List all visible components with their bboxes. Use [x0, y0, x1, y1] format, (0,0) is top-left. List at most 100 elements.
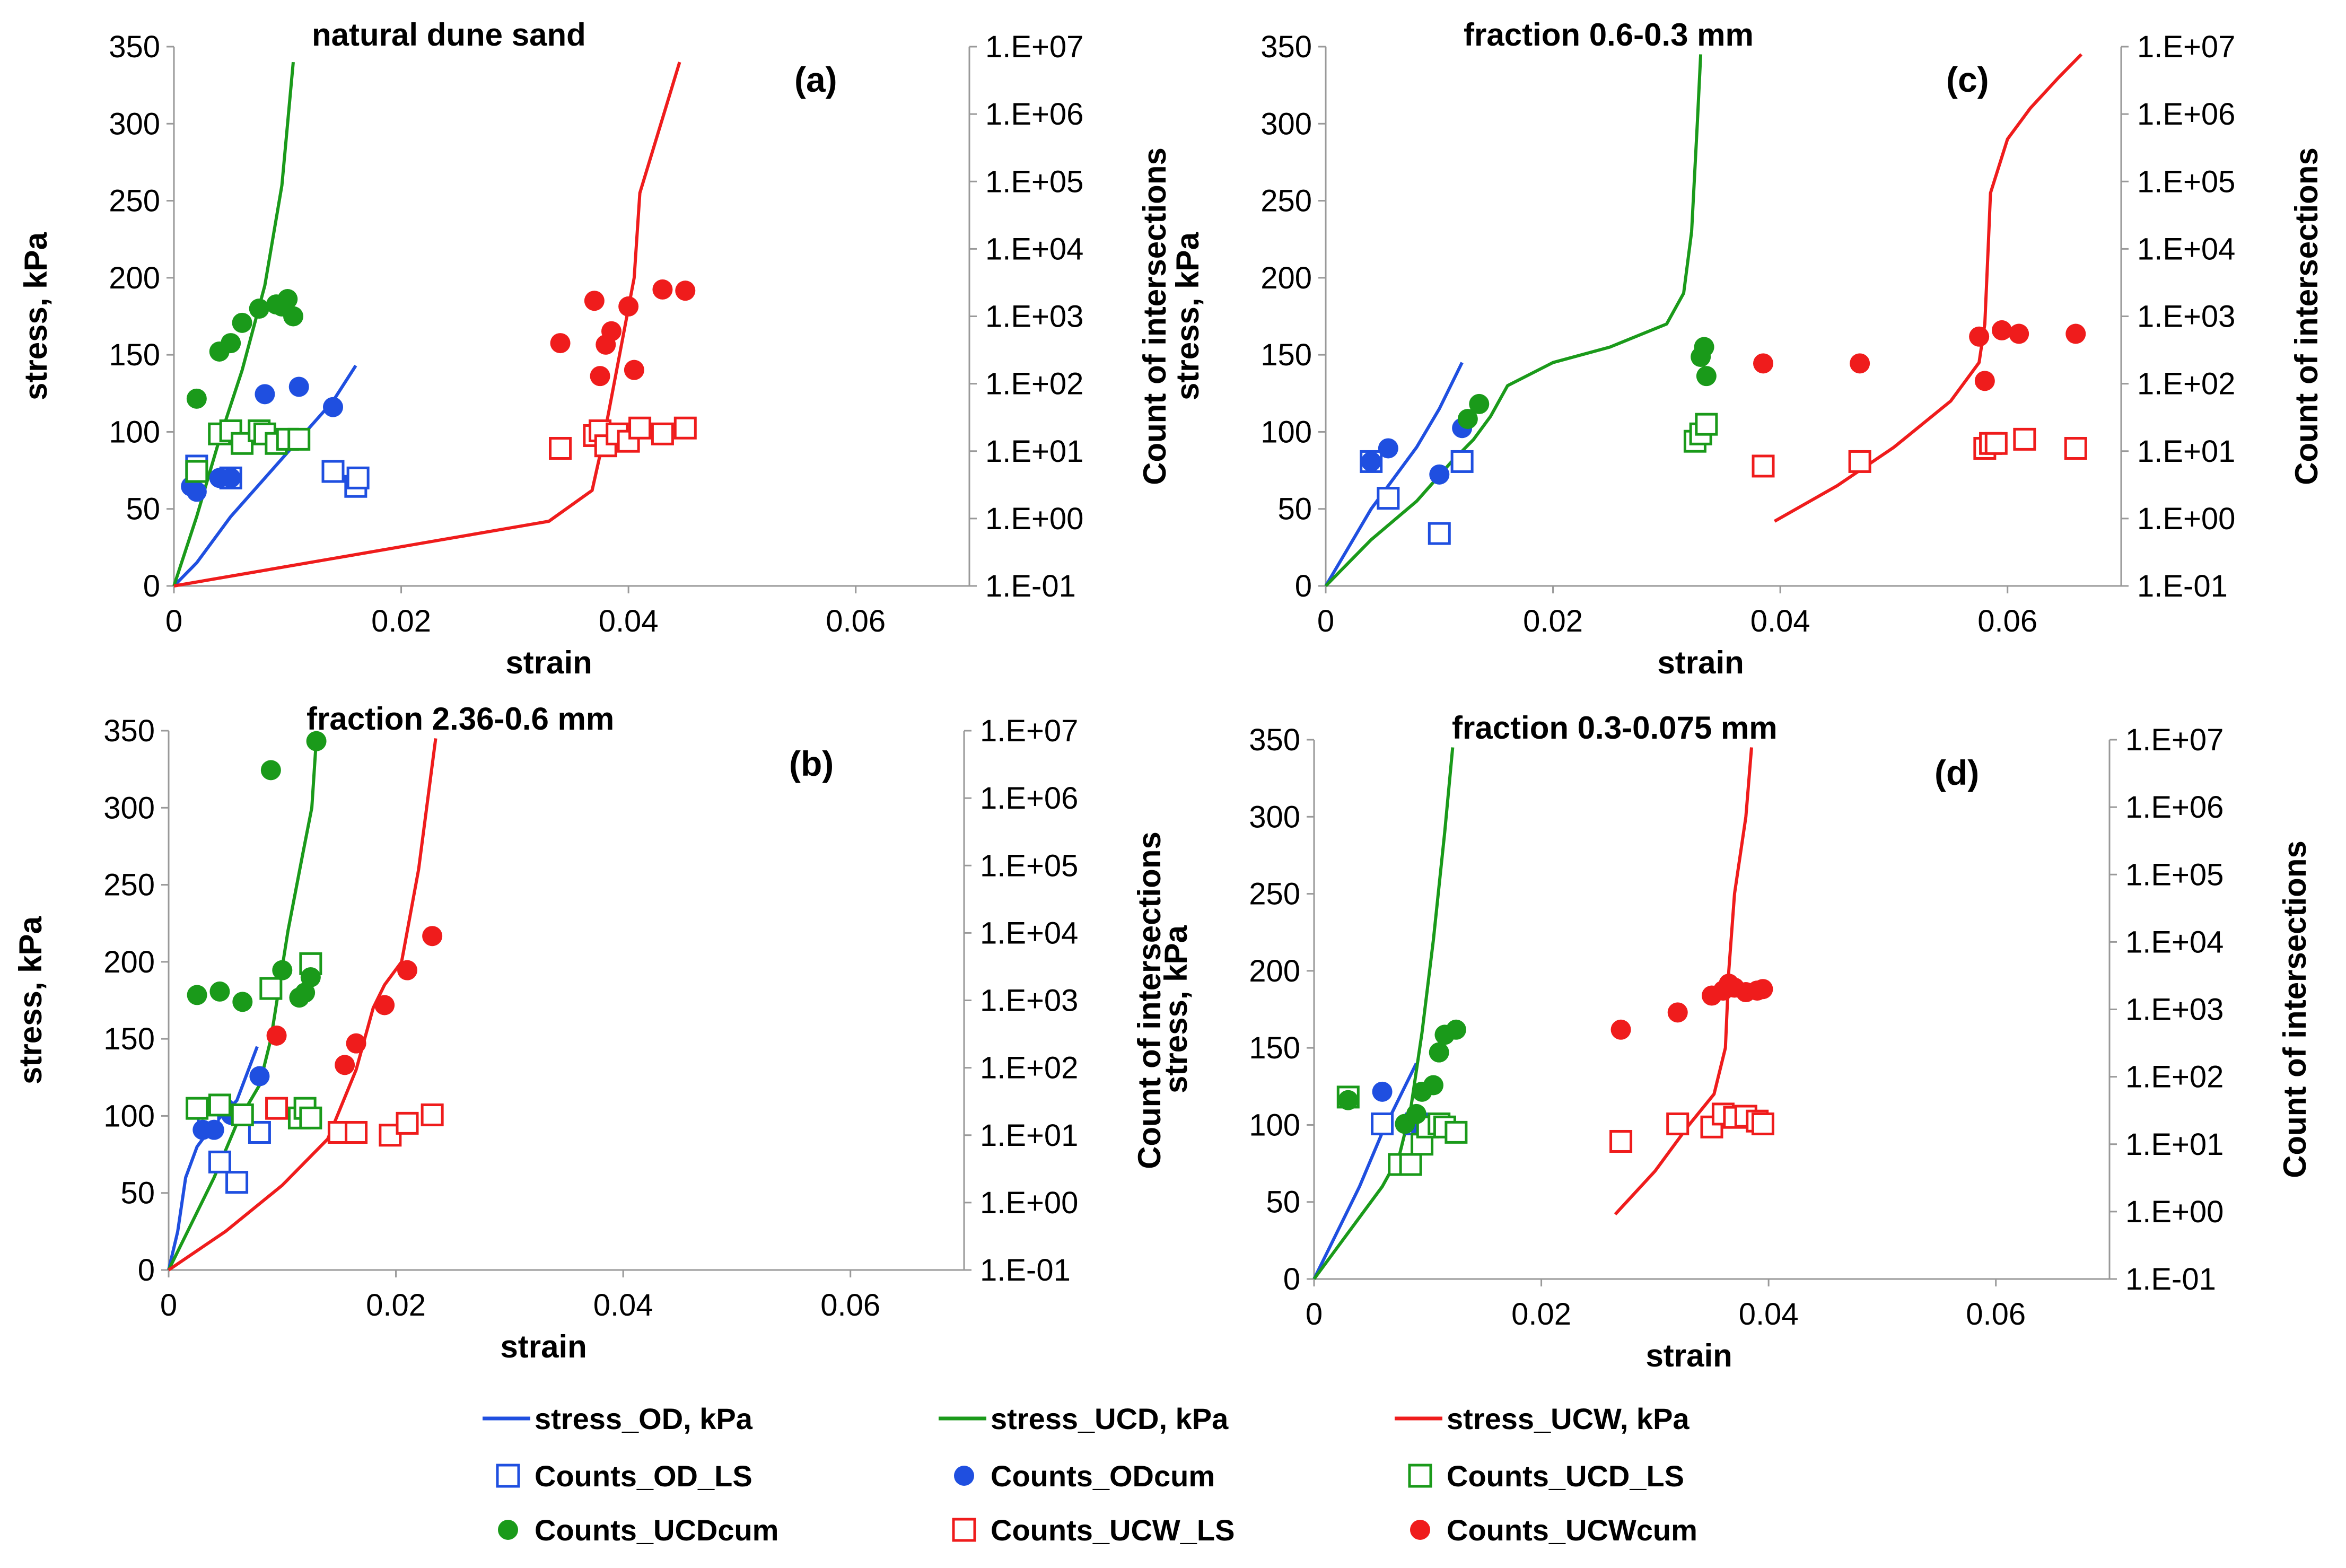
y-tick-label: 0 [1283, 1262, 1300, 1297]
marker-counts-ucdcum [1338, 1090, 1359, 1110]
y-tick-label: 350 [1260, 30, 1312, 64]
marker-counts-ucd-ls [208, 1093, 231, 1117]
y-tick-label: 150 [109, 338, 160, 372]
y-tick-label: 0 [1295, 569, 1312, 603]
y2-tick-label: 1.E+05 [2125, 857, 2224, 892]
marker-counts-ucw-ls [1848, 450, 1871, 473]
marker-counts-ucdcum [1457, 409, 1478, 430]
y2-tick-label: 1.E-01 [2125, 1262, 2216, 1297]
marker-counts-ucw-ls [651, 422, 674, 445]
marker-counts-ucwcum [1753, 353, 1773, 374]
marker-counts-ucdcum [1429, 1042, 1449, 1063]
y-tick-label: 50 [1277, 492, 1312, 527]
x-tick-label: 0.04 [599, 604, 659, 638]
legend-label: Counts_UCW_LS [991, 1513, 1235, 1547]
marker-counts-ucdcum [272, 960, 293, 980]
y-tick-label: 300 [103, 791, 155, 825]
marker-counts-odcum [1372, 1081, 1393, 1102]
chart-panel-b: 0 50 100 150 200 250 300 350 0 0.02 0.04 0.06 1.E-01… [13, 701, 1167, 1364]
marker-counts-ucwcum [1969, 326, 1990, 347]
y-tick-label: 300 [109, 107, 160, 141]
panel-tag: (a) [794, 60, 837, 99]
marker-counts-od-ls [1371, 1112, 1394, 1135]
marker-counts-ucwcum [624, 360, 644, 380]
y-tick-label: 350 [103, 714, 155, 748]
marker-counts-ucdcum [221, 333, 241, 354]
y2-tick-label: 1.E+04 [2137, 232, 2235, 266]
marker-counts-ucdcum [249, 299, 269, 319]
marker-counts-ucdcum [300, 967, 321, 987]
y-tick-label: 300 [1249, 800, 1300, 834]
marker-counts-ucwcum [397, 960, 417, 980]
x-tick-label: 0.02 [1511, 1297, 1571, 1332]
marker-counts-odcum [288, 376, 309, 397]
y2-tick-label: 1.E+01 [2137, 434, 2235, 469]
x-axis-title: strain [505, 645, 592, 680]
y-tick-label: 100 [109, 415, 160, 449]
legend-label: Counts_ODcum [991, 1459, 1215, 1493]
y2-tick-label: 1.E-01 [985, 569, 1076, 603]
x-tick-label: 0.04 [593, 1288, 653, 1322]
y-tick-label: 200 [1249, 954, 1300, 988]
y2-axis-title: Count of intersections [2277, 840, 2313, 1178]
marker-counts-ucw-ls [1751, 1112, 1774, 1135]
y2-tick-label: 1.E+02 [980, 1051, 1078, 1085]
marker-counts-od-ls [208, 1150, 231, 1173]
marker-counts-ucwcum [1719, 974, 1739, 994]
y2-tick-label: 1.E+07 [2137, 30, 2235, 64]
y2-axis-title: Count of intersections [2289, 147, 2324, 485]
y2-tick-label: 1.E+05 [2137, 164, 2235, 199]
y2-tick-label: 1.E+05 [980, 848, 1078, 883]
y-tick-label: 200 [103, 945, 155, 979]
marker-counts-ucwcum [266, 1025, 287, 1046]
marker-counts-ucwcum [1610, 1019, 1631, 1040]
marker-counts-od-ls [1428, 522, 1451, 545]
marker-counts-ucwcum [422, 926, 443, 947]
y2-tick-label: 1.E+03 [2137, 300, 2235, 334]
y-tick-label: 200 [1260, 261, 1312, 295]
marker-counts-od-ls [225, 1171, 249, 1194]
marker-counts-ucdcum [1696, 366, 1717, 387]
marker-counts-od-ls [346, 466, 370, 489]
y2-tick-label: 1.E+00 [985, 502, 1083, 536]
y2-tick-label: 1.E+02 [2137, 367, 2235, 401]
legend-label: Counts_UCWcum [1447, 1513, 1697, 1547]
marker-counts-ucwcum [346, 1033, 366, 1054]
marker-counts-ucwcum [1974, 371, 1995, 391]
marker-counts-ucdcum [209, 981, 230, 1002]
y2-tick-label: 1.E+05 [985, 164, 1083, 199]
x-tick-label: 0.04 [1750, 604, 1810, 638]
marker-counts-ucdcum [187, 985, 207, 1005]
x-tick-label: 0.06 [1977, 604, 2037, 638]
y2-tick-label: 1.E+02 [2125, 1060, 2224, 1094]
marker-counts-od-ls [1377, 487, 1400, 510]
x-tick-label: 0 [1317, 604, 1334, 638]
legend-circle-swatch [1410, 1520, 1430, 1540]
x-tick-label: 0.06 [1966, 1297, 2026, 1332]
marker-counts-odcum [1361, 451, 1381, 472]
marker-counts-ucwcum [335, 1055, 355, 1075]
y-tick-label: 150 [103, 1022, 155, 1056]
y-axis-title: stress, kPa [13, 916, 48, 1084]
marker-counts-ucdcum [232, 312, 252, 333]
marker-counts-ucdcum [306, 731, 327, 751]
y2-tick-label: 1.E+06 [980, 781, 1078, 816]
y2-tick-label: 1.E+06 [985, 97, 1083, 132]
legend-label: stress_UCD, kPa [991, 1402, 1229, 1435]
line-stress-ucw-kpa [1614, 747, 1753, 1216]
marker-counts-ucw-ls [1984, 432, 2008, 455]
x-tick-label: 0.02 [366, 1288, 426, 1322]
y-axis-title: stress, kPa [18, 232, 54, 400]
marker-counts-ucwcum [1992, 320, 2012, 340]
y2-tick-label: 1.E+01 [980, 1118, 1078, 1153]
marker-counts-ucd-ls [299, 1106, 322, 1129]
y2-tick-label: 1.E+00 [2137, 502, 2235, 536]
panel-tag: (c) [1946, 60, 1989, 99]
legend: stress_OD, kPa stress_UCD, kPa stress_UCW,… [483, 1402, 1697, 1547]
legend-label: Counts_UCDcum [535, 1513, 778, 1547]
marker-counts-ucwcum [1850, 353, 1870, 374]
marker-counts-odcum [255, 384, 275, 405]
y-tick-label: 100 [1260, 415, 1312, 449]
marker-counts-ucdcum [1694, 337, 1714, 357]
y2-tick-label: 1.E+04 [985, 232, 1083, 266]
